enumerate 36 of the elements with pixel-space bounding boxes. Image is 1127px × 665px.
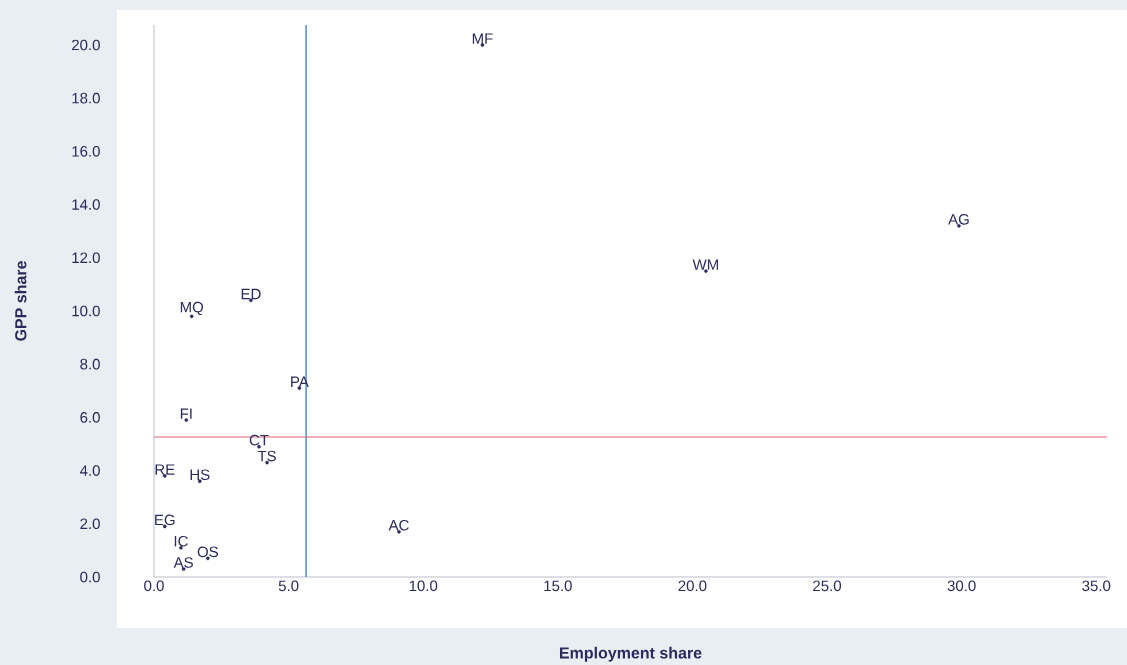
x-tick-label: 0.0 [144,580,164,592]
y-tick-label: 20.0 [72,39,100,51]
x-tick-label: 5.0 [278,580,299,592]
y-tick-label: 2.0 [80,518,100,530]
series-label: ED [241,288,261,300]
series-label: MF [472,33,493,44]
y-tick-label: 8.0 [80,358,100,370]
y-tick-label: 14.0 [72,199,100,210]
series-label: AC [388,519,409,531]
series-label: HS [190,469,210,480]
y-tick-label: 0.0 [80,571,100,583]
series-label: AG [948,213,969,225]
y-tick-label: 6.0 [80,412,100,423]
x-tick-label: 25.0 [813,580,842,592]
series-label: AS [173,557,193,568]
series-label: MQ [180,301,204,316]
x-tick-label: 30.0 [947,580,976,592]
y-tick-label: 4.0 [79,465,100,476]
y-tick-label: 18.0 [72,92,100,104]
series-label: WM [692,259,718,270]
y-tick-label: 12.0 [72,252,100,264]
y-tick-label: 16.0 [72,146,100,157]
series-label: RE [155,464,175,475]
y-axis-title: GPP share [14,261,27,341]
series-label: IC [174,535,188,547]
x-axis-title: Employment share [559,646,702,662]
series-label: FI [180,408,192,419]
x-tick-label: 35.0 [1082,580,1111,592]
series-label: OS [197,546,218,558]
x-tick-label: 15.0 [544,580,572,592]
series-label: EG [155,514,175,526]
y-tick-label: 10.0 [72,305,100,317]
series-label: TS [257,450,276,462]
x-tick-label: 10.0 [409,580,438,592]
x-tick-label: 20.0 [678,580,707,592]
series-label: CT [249,434,269,446]
